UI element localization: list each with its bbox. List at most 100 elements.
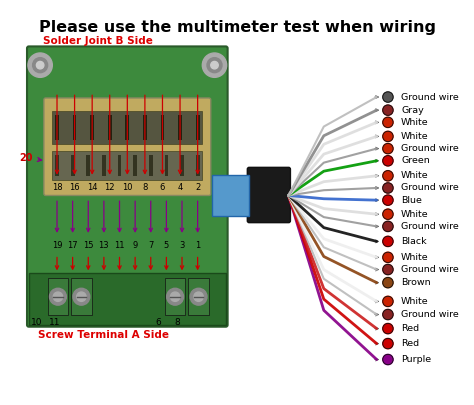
Bar <box>86 155 90 176</box>
Text: 7: 7 <box>148 241 154 249</box>
Circle shape <box>383 171 393 181</box>
Text: Ground wire: Ground wire <box>401 144 459 153</box>
Text: 10: 10 <box>122 183 133 192</box>
Circle shape <box>383 354 393 364</box>
Text: Red: Red <box>401 339 419 348</box>
Text: Gray: Gray <box>401 106 424 115</box>
Text: 6: 6 <box>160 183 165 192</box>
Bar <box>102 155 106 176</box>
Text: Ground wire: Ground wire <box>401 222 459 231</box>
Circle shape <box>383 264 393 275</box>
Circle shape <box>383 221 393 232</box>
Bar <box>71 155 74 176</box>
Text: 13: 13 <box>99 241 109 249</box>
Text: 16: 16 <box>69 183 80 192</box>
Text: Ground wire: Ground wire <box>401 92 459 102</box>
Circle shape <box>383 296 393 307</box>
Text: White: White <box>401 118 428 127</box>
Bar <box>73 115 76 140</box>
Bar <box>133 155 137 176</box>
Circle shape <box>73 288 90 305</box>
Circle shape <box>49 288 66 305</box>
Bar <box>71 278 91 315</box>
Bar <box>164 155 168 176</box>
Text: 11: 11 <box>49 318 61 326</box>
Text: Solder Joint B Side: Solder Joint B Side <box>43 36 153 47</box>
Circle shape <box>167 288 183 305</box>
Text: 8: 8 <box>174 318 180 326</box>
Text: 12: 12 <box>104 183 115 192</box>
Text: Brown: Brown <box>401 278 431 287</box>
Text: Blue: Blue <box>401 196 422 205</box>
Text: Ground wire: Ground wire <box>401 310 459 319</box>
Bar <box>47 278 68 315</box>
Text: White: White <box>401 253 428 262</box>
Circle shape <box>207 58 222 72</box>
Text: 10: 10 <box>31 318 42 326</box>
Text: 6: 6 <box>155 318 161 326</box>
Text: 18: 18 <box>52 183 62 192</box>
FancyBboxPatch shape <box>247 167 291 223</box>
Text: Ground wire: Ground wire <box>401 265 459 274</box>
Circle shape <box>383 195 393 205</box>
Circle shape <box>383 209 393 220</box>
Circle shape <box>28 53 52 77</box>
Bar <box>165 278 185 315</box>
Circle shape <box>383 339 393 349</box>
Bar <box>108 115 111 140</box>
Text: 20: 20 <box>19 153 42 163</box>
Circle shape <box>211 62 218 69</box>
Text: 8: 8 <box>142 183 147 192</box>
Text: 11: 11 <box>114 241 125 249</box>
Bar <box>143 115 147 140</box>
Bar <box>178 115 182 140</box>
FancyBboxPatch shape <box>44 98 211 196</box>
Text: White: White <box>401 171 428 180</box>
Text: Purple: Purple <box>401 355 431 364</box>
Circle shape <box>36 62 44 69</box>
Text: Green: Green <box>401 156 430 165</box>
Bar <box>55 115 59 140</box>
Text: Screw Terminal A Side: Screw Terminal A Side <box>38 330 169 339</box>
Bar <box>118 155 121 176</box>
Text: White: White <box>401 210 428 219</box>
Bar <box>149 155 153 176</box>
Bar <box>188 278 209 315</box>
Circle shape <box>194 292 203 301</box>
Circle shape <box>202 53 227 77</box>
Circle shape <box>383 236 393 247</box>
Circle shape <box>53 292 63 301</box>
Text: 2: 2 <box>195 183 200 192</box>
Text: Red: Red <box>401 324 419 333</box>
Bar <box>52 151 202 179</box>
Text: 5: 5 <box>164 241 169 249</box>
Text: 17: 17 <box>67 241 78 249</box>
Text: 4: 4 <box>177 183 182 192</box>
Text: Please use the multimeter test when wiring: Please use the multimeter test when wiri… <box>38 20 436 35</box>
Text: 15: 15 <box>83 241 93 249</box>
Circle shape <box>77 292 86 301</box>
Bar <box>29 273 226 325</box>
Bar <box>196 115 200 140</box>
Circle shape <box>33 58 47 72</box>
Polygon shape <box>212 175 249 216</box>
Bar <box>55 155 59 176</box>
Circle shape <box>383 277 393 288</box>
Bar <box>90 115 94 140</box>
Circle shape <box>171 292 180 301</box>
FancyBboxPatch shape <box>27 47 228 327</box>
Circle shape <box>383 252 393 262</box>
Circle shape <box>383 143 393 154</box>
Circle shape <box>383 324 393 334</box>
Text: 19: 19 <box>52 241 62 249</box>
Bar <box>196 155 200 176</box>
Bar <box>161 115 164 140</box>
Text: White: White <box>401 297 428 306</box>
Circle shape <box>383 309 393 320</box>
Bar <box>126 115 129 140</box>
Text: 9: 9 <box>133 241 138 249</box>
Text: Black: Black <box>401 237 427 246</box>
Text: 14: 14 <box>87 183 98 192</box>
Text: 3: 3 <box>179 241 185 249</box>
Bar <box>180 155 184 176</box>
